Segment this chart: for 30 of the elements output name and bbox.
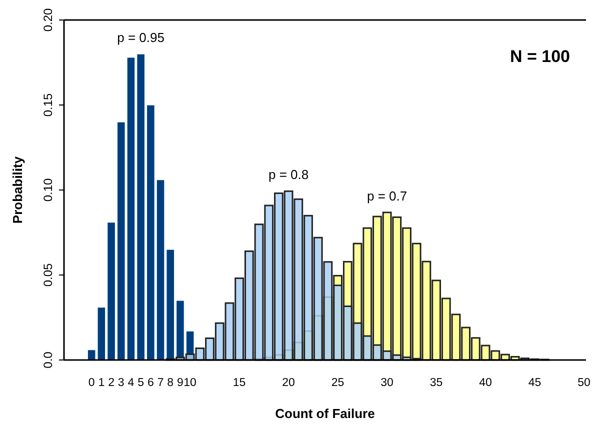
- y-tick-label: 0.05: [41, 263, 55, 287]
- x-tick-label: 7: [157, 377, 164, 389]
- x-axis-title: Count of Failure: [275, 406, 375, 421]
- x-tick-label: 3: [118, 377, 124, 389]
- x-tick-label: 40: [479, 377, 492, 389]
- y-tick-label: 0.20: [41, 8, 55, 32]
- x-tick-label: 0: [88, 377, 95, 389]
- x-tick-label: 50: [578, 377, 590, 389]
- series-label: p = 0.8: [268, 167, 309, 182]
- x-tick-label: 1: [98, 377, 105, 389]
- x-tick-label: 30: [380, 377, 394, 389]
- x-tick-label: 5: [138, 377, 144, 389]
- x-tick-label: 8: [167, 377, 174, 389]
- y-tick-label: 0.0: [41, 351, 55, 368]
- y-axis-title: Probability: [10, 156, 25, 224]
- series-label: p = 0.95: [117, 30, 164, 45]
- y-tick-label: 0.10: [41, 178, 55, 202]
- x-tick-label: 35: [430, 377, 443, 389]
- x-tick-label: 4: [128, 377, 135, 389]
- x-tick-label: 10: [184, 377, 196, 389]
- x-tick-label: 20: [282, 377, 295, 389]
- y-tick-label: 0.15: [41, 93, 55, 117]
- series-label: p = 0.7: [366, 188, 408, 204]
- x-tick-label: 15: [232, 377, 246, 389]
- annotation: N = 100: [510, 47, 570, 66]
- x-tick-label: 25: [331, 377, 344, 389]
- x-tick-label: 45: [528, 377, 542, 389]
- x-tick-label: 6: [147, 377, 154, 389]
- x-tick-label: 9: [177, 377, 184, 389]
- x-tick-label: 2: [108, 377, 114, 389]
